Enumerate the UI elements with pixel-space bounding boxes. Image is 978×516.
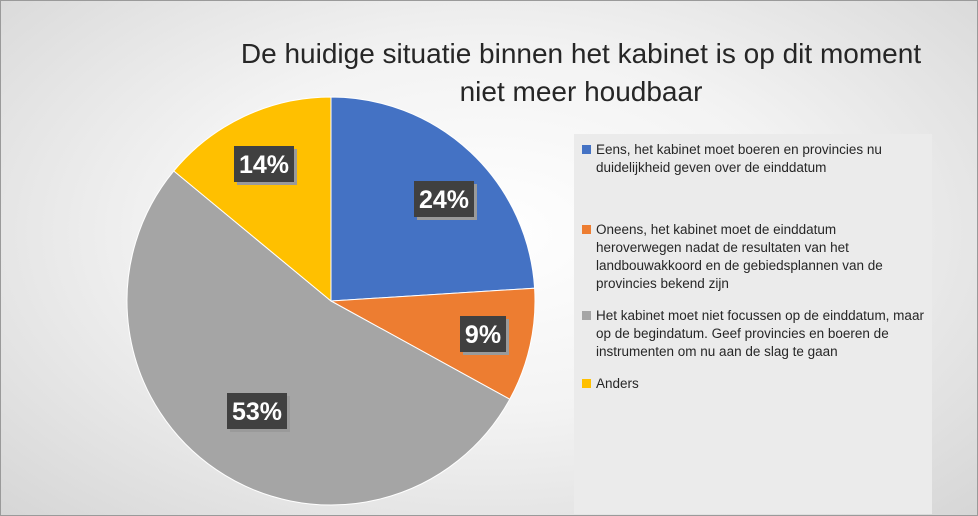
legend-label-eens: Eens, het kabinet moet boeren en provinc… (596, 142, 882, 175)
data-label-eens: 24% (414, 181, 477, 220)
data-label-box-oneens (460, 316, 506, 352)
data-label-box-begindatum (227, 393, 287, 429)
legend-label-begindatum: Het kabinet moet niet focussen op de ein… (596, 308, 924, 359)
legend-item-eens: Eens, het kabinet moet boeren en provinc… (582, 141, 924, 177)
legend-item-anders: Anders (582, 375, 924, 393)
data-label-text-oneens: 9% (465, 321, 501, 349)
data-label-text-eens: 24% (419, 186, 469, 214)
legend-swatch-begindatum (582, 311, 591, 320)
legend-label-oneens: Oneens, het kabinet moet de einddatum he… (596, 222, 883, 291)
legend-swatch-anders (582, 379, 591, 388)
data-label-box-anders (234, 146, 294, 182)
data-label-oneens: 9% (460, 316, 509, 355)
data-label-text-anders: 14% (239, 151, 289, 179)
legend-swatch-oneens (582, 225, 591, 234)
pie-slice-begindatum (126, 170, 511, 506)
data-label-box-eens (414, 181, 474, 217)
chart-title: De huidige situatie binnen het kabinet i… (201, 35, 961, 111)
pie-slice-oneens (329, 287, 536, 400)
legend-item-oneens: Oneens, het kabinet moet de einddatum he… (582, 221, 924, 293)
data-label-text-begindatum: 53% (232, 398, 282, 426)
legend: Eens, het kabinet moet boeren en provinc… (574, 134, 932, 514)
legend-swatch-eens (582, 145, 591, 154)
legend-item-begindatum: Het kabinet moet niet focussen op de ein… (582, 307, 924, 361)
legend-label-anders: Anders (596, 376, 639, 391)
data-label-begindatum: 53% (227, 393, 290, 432)
chart-title-line-1: De huidige situatie binnen het kabinet i… (240, 38, 922, 69)
chart-title-line-2: niet meer houdbaar (459, 76, 703, 107)
data-label-anders: 14% (234, 146, 297, 185)
